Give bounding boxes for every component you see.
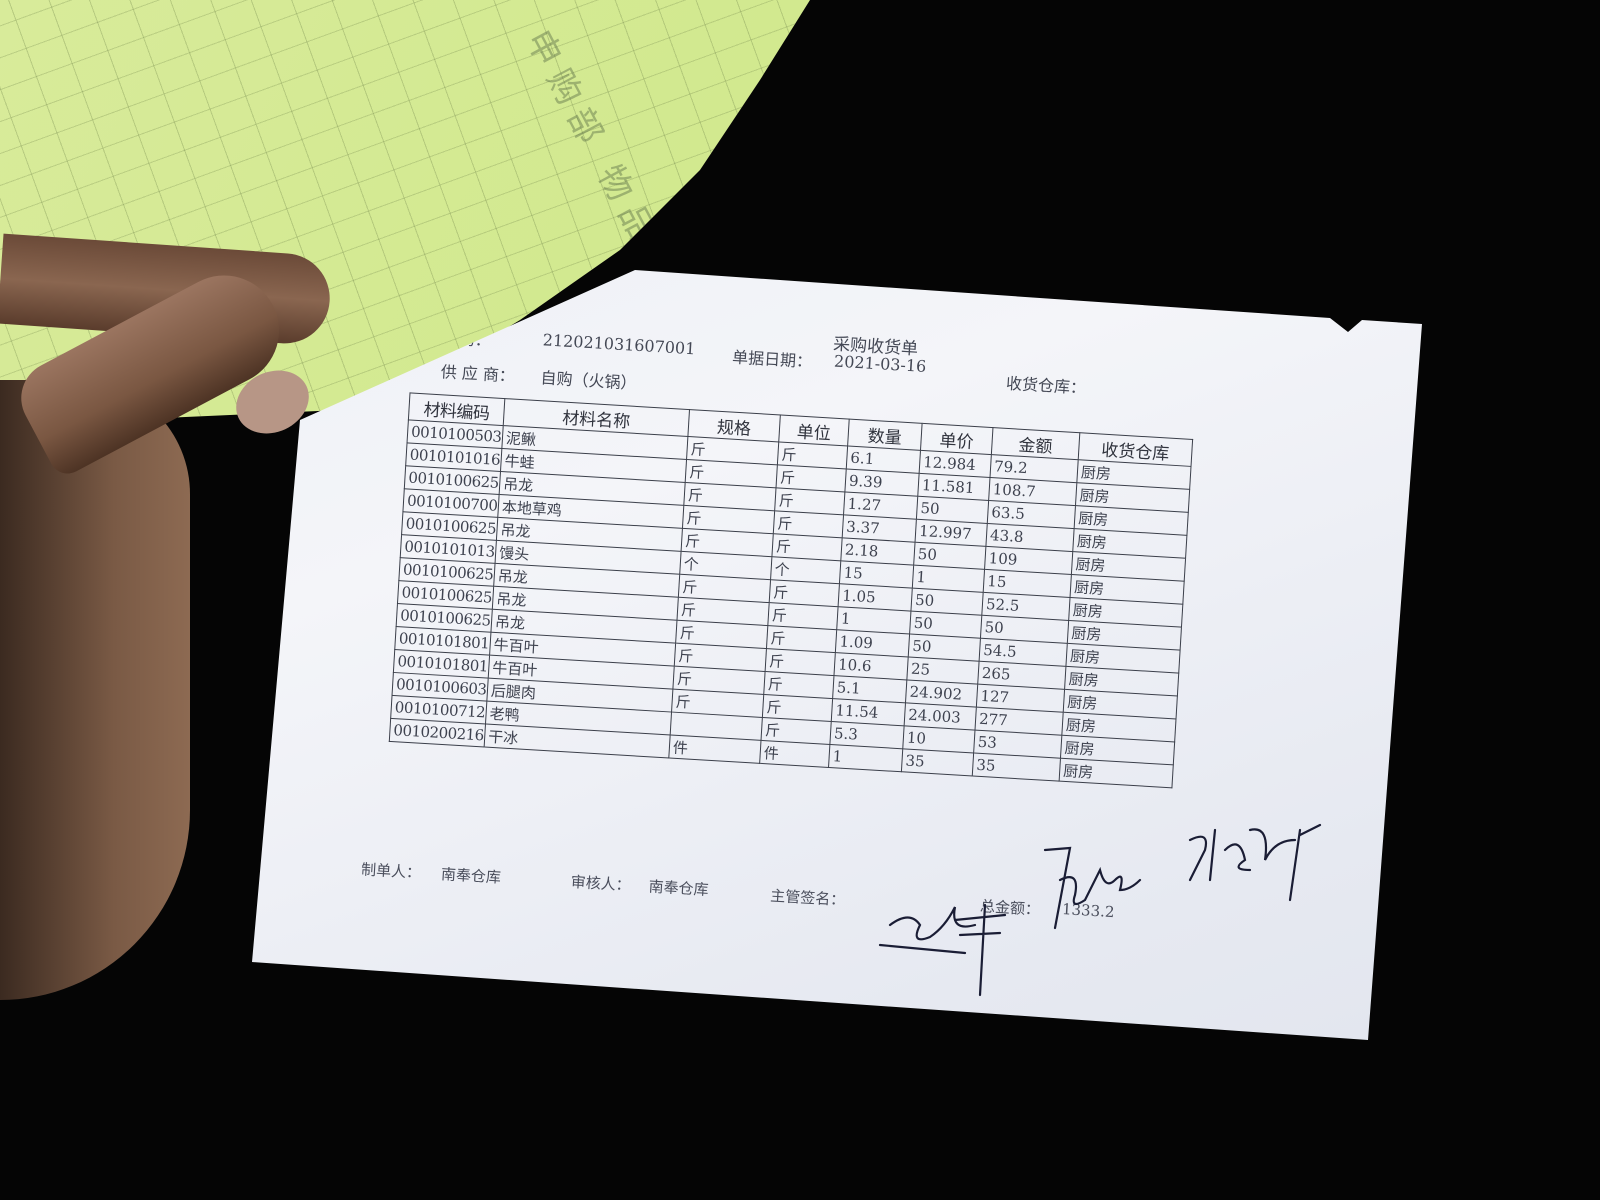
signature-right xyxy=(1188,823,1322,902)
signature-middle xyxy=(1043,846,1142,930)
hand-palm xyxy=(0,380,190,1000)
supervisor-signature xyxy=(878,903,1007,997)
